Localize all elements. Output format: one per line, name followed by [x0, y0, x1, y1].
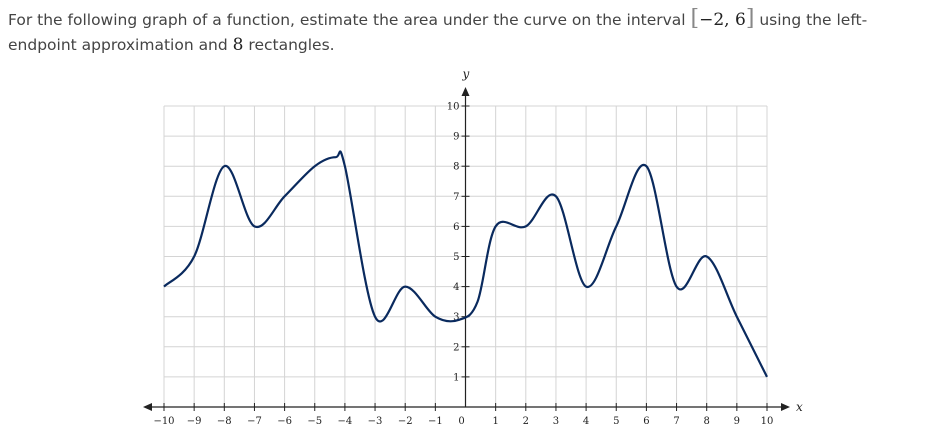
question-part1: For the following graph of a function, e… — [8, 11, 691, 29]
x-tick-label: −2 — [398, 416, 413, 427]
y-tick-label: 9 — [453, 132, 459, 143]
y-tick-label: 4 — [453, 282, 459, 293]
x-tick-label: 1 — [492, 416, 498, 427]
y-tick-label: 8 — [453, 162, 459, 173]
x-tick-label: 3 — [553, 416, 559, 427]
x-tick-label: −4 — [338, 416, 353, 427]
x-tick-label: −5 — [307, 416, 322, 427]
y-tick-label: 10 — [447, 102, 460, 113]
x-tick-label: 10 — [761, 416, 774, 427]
x-tick-label: 9 — [734, 416, 740, 427]
ticks: −10 −9 −8 −7 −6 −5 −4 −3 −2 −1 0 1 2 3 4 5 6 7 8 9 101234567… — [153, 102, 773, 428]
x-axis-left-arrow — [143, 403, 152, 411]
question-part2: using the left-endpoint approximation an… — [8, 11, 868, 54]
x-tick-label: 4 — [583, 416, 589, 427]
y-tick-label: 1 — [453, 372, 459, 383]
y-tick-label: 6 — [453, 222, 459, 233]
interval-values: −2, 6 — [699, 10, 746, 30]
x-tick-label: 6 — [643, 416, 649, 427]
x-tick-label: −10 — [153, 416, 174, 427]
rectangle-count: 8 — [232, 35, 244, 55]
x-tick-label: 2 — [523, 416, 529, 427]
function-graph: −10 −9 −8 −7 −6 −5 −4 −3 −2 −1 0 1 2 3 4 5 6 7 8 9 101234567… — [143, 67, 803, 428]
y-tick-label: 7 — [453, 192, 459, 203]
y-axis-label: y — [462, 67, 470, 81]
x-tick-label: 7 — [673, 416, 679, 427]
x-tick-label: −3 — [368, 416, 383, 427]
x-axis-right-arrow — [781, 403, 790, 411]
question-text: For the following graph of a function, e… — [8, 6, 913, 58]
x-tick-label: 0 — [458, 416, 464, 427]
x-tick-label: 5 — [613, 416, 619, 427]
y-tick-label: 5 — [453, 252, 459, 263]
function-curve — [163, 150, 768, 378]
y-tick-label: 2 — [453, 342, 459, 353]
interval-close-bracket: ] — [745, 6, 755, 31]
x-tick-label: −6 — [277, 416, 292, 427]
x-tick-label: 8 — [704, 416, 710, 427]
question-part3: rectangles. — [243, 36, 335, 54]
x-tick-label: −8 — [217, 416, 232, 427]
interval-open-bracket: [ — [690, 6, 700, 31]
x-tick-label: −9 — [187, 416, 202, 427]
y-axis-up-arrow — [461, 87, 470, 96]
y-tick-label: 3 — [453, 312, 459, 323]
x-tick-label: −7 — [247, 416, 262, 427]
x-axis-label: x — [796, 400, 803, 414]
x-tick-label: −1 — [428, 416, 443, 427]
